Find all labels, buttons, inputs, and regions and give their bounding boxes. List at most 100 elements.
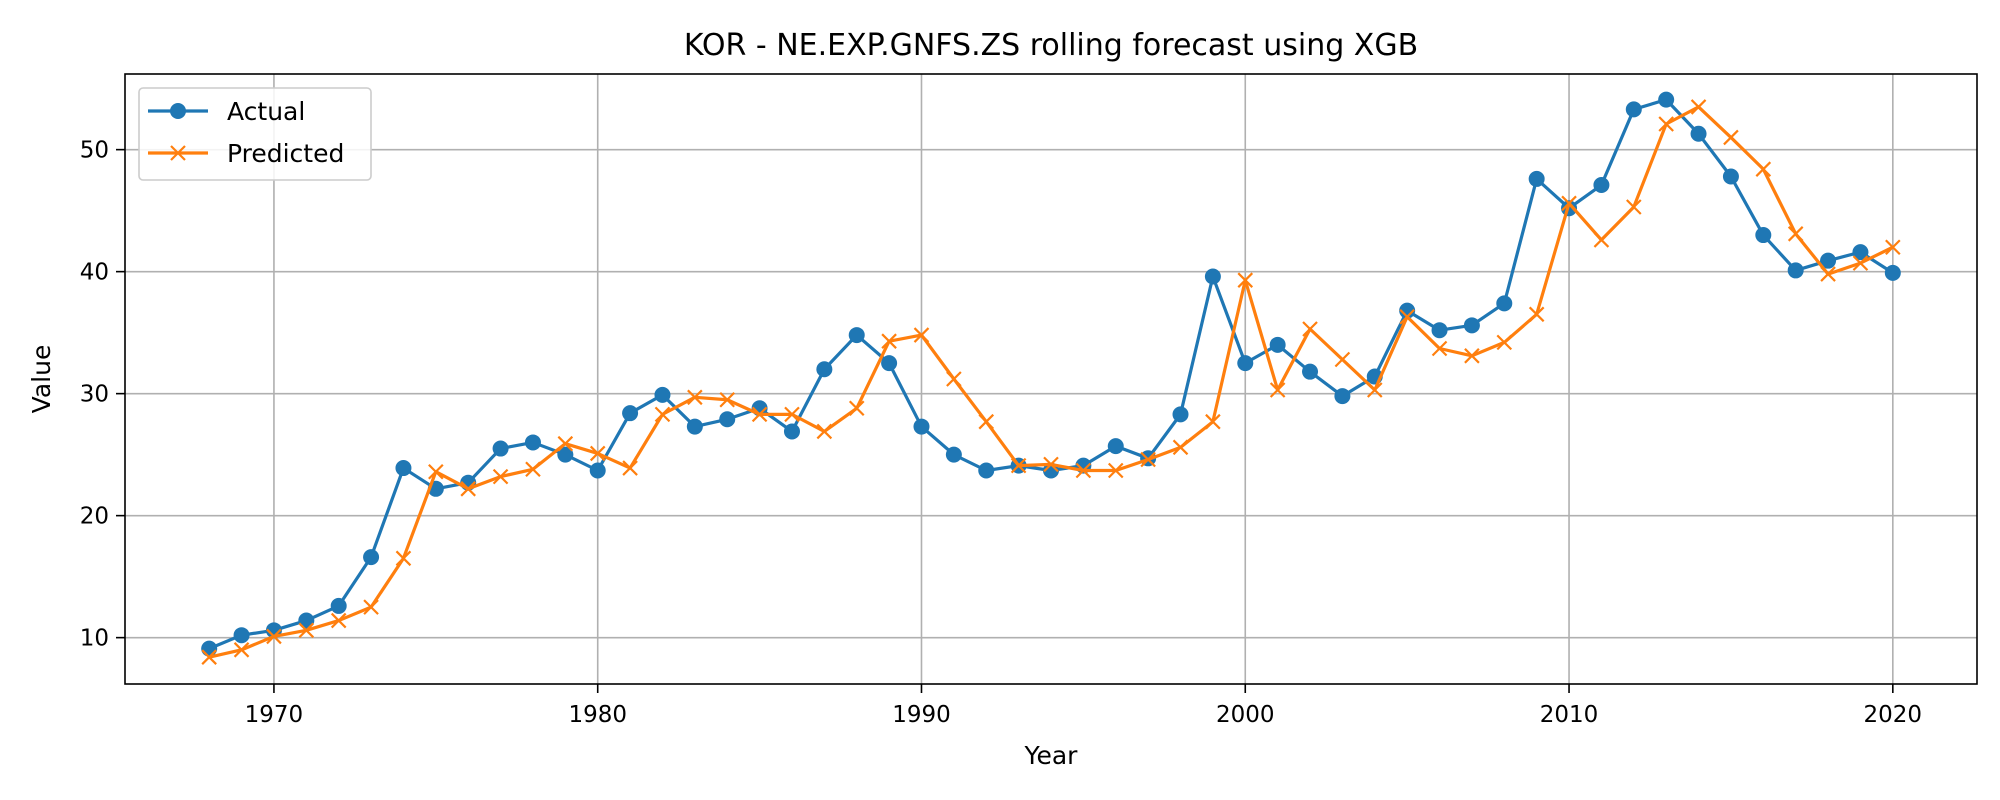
predicted-point: [201, 649, 217, 665]
predicted-point: [881, 333, 897, 349]
actual-point: [622, 405, 639, 422]
predicted-point: [946, 371, 962, 387]
actual-point: [1431, 322, 1448, 339]
predicted-point: [1302, 321, 1318, 337]
predicted-point: [719, 391, 736, 408]
x-axis-label: Year: [1024, 741, 1079, 770]
predicted-point: [1755, 161, 1772, 177]
actual-point: [330, 597, 347, 614]
predicted-point: [1690, 99, 1707, 115]
actual-point: [1496, 295, 1513, 312]
actual-point: [1755, 227, 1772, 244]
predicted-point: [816, 423, 833, 440]
actual-point: [1463, 317, 1480, 334]
x-tick-label: 1980: [568, 702, 627, 728]
actual-line: [208, 98, 1894, 651]
predicted-point: [1723, 129, 1739, 146]
predicted-point: [557, 435, 574, 452]
predicted-point: [1626, 199, 1642, 215]
predicted-point: [1334, 351, 1351, 368]
predicted-point: [1820, 266, 1836, 282]
actual-point: [816, 361, 833, 378]
actual-point: [1528, 170, 1545, 187]
legend-actual-marker: [170, 103, 186, 119]
actual-point: [1852, 244, 1869, 261]
predicted-point: [751, 406, 768, 423]
predicted-series: [201, 99, 1901, 665]
predicted-point: [266, 628, 282, 645]
predicted-point: [1237, 272, 1254, 288]
actual-series: [201, 91, 1901, 657]
chart-title: KOR - NE.EXP.GNFS.ZS rolling forecast us…: [684, 28, 1418, 63]
legend-predicted-marker: [170, 145, 186, 161]
actual-point: [557, 446, 574, 463]
actual-point: [395, 460, 412, 477]
actual-point: [1625, 101, 1642, 118]
actual-point: [686, 418, 703, 435]
ticks: 1970 1980 1990 2000 2010 2020 10 20 30 40 50: [80, 138, 1922, 728]
actual-point: [1658, 91, 1675, 108]
predicted-point: [1431, 340, 1448, 357]
actual-point: [1172, 406, 1189, 423]
actual-point: [1334, 388, 1351, 405]
predicted-point: [330, 612, 347, 629]
actual-point: [1204, 268, 1221, 285]
predicted-point: [525, 461, 541, 478]
predicted-point: [913, 327, 930, 343]
actual-point: [1787, 262, 1804, 279]
predicted-point: [978, 413, 995, 430]
predicted-point: [784, 406, 800, 423]
predicted-point: [848, 400, 865, 417]
actual-point: [881, 355, 898, 372]
predicted-point: [363, 599, 379, 615]
predicted-point: [1269, 382, 1286, 398]
actual-point: [363, 549, 380, 566]
y-tick-label: 20: [80, 504, 109, 530]
predicted-point: [1172, 439, 1189, 456]
actual-point: [848, 327, 865, 344]
predicted-point: [1787, 226, 1804, 242]
predicted-point: [1367, 382, 1383, 398]
actual-point: [1722, 168, 1739, 185]
actual-point: [1593, 177, 1610, 194]
actual-point: [1107, 438, 1124, 455]
predicted-point: [622, 460, 638, 476]
actual-point: [589, 462, 606, 479]
x-tick-label: 2010: [1540, 702, 1599, 728]
predicted-point: [1010, 457, 1027, 474]
predicted-point: [1140, 451, 1156, 468]
predicted-point: [1593, 232, 1610, 248]
grid: [125, 74, 1977, 684]
actual-point: [945, 446, 962, 463]
y-tick-label: 50: [80, 138, 109, 164]
predicted-point: [460, 481, 476, 497]
actual-point: [1237, 355, 1254, 372]
actual-point: [978, 462, 995, 479]
predicted-point: [654, 406, 671, 423]
y-axis-label: Value: [27, 345, 56, 414]
predicted-point: [1496, 334, 1513, 351]
x-tick-label: 2020: [1864, 702, 1923, 728]
legend-predicted-label: Predicted: [227, 139, 344, 168]
y-tick-label: 10: [80, 626, 109, 652]
legend: Actual Predicted: [138, 87, 372, 181]
x-tick-label: 1990: [892, 702, 951, 728]
predicted-point: [1205, 413, 1221, 430]
legend-actual-label: Actual: [227, 97, 305, 126]
predicted-point: [298, 622, 315, 639]
predicted-point: [233, 642, 250, 658]
actual-point: [1884, 264, 1901, 281]
x-tick-label: 2000: [1216, 702, 1275, 728]
actual-point: [524, 434, 541, 451]
predicted-point: [1528, 306, 1545, 323]
actual-point: [298, 612, 315, 629]
predicted-line: [208, 105, 1894, 659]
actual-point: [654, 386, 671, 403]
actual-point: [1820, 252, 1837, 269]
predicted-point: [395, 550, 412, 567]
predicted-point: [1852, 255, 1869, 271]
predicted-point: [1075, 462, 1092, 479]
predicted-point: [1561, 195, 1577, 212]
actual-point: [233, 627, 250, 644]
predicted-point: [1885, 239, 1901, 256]
